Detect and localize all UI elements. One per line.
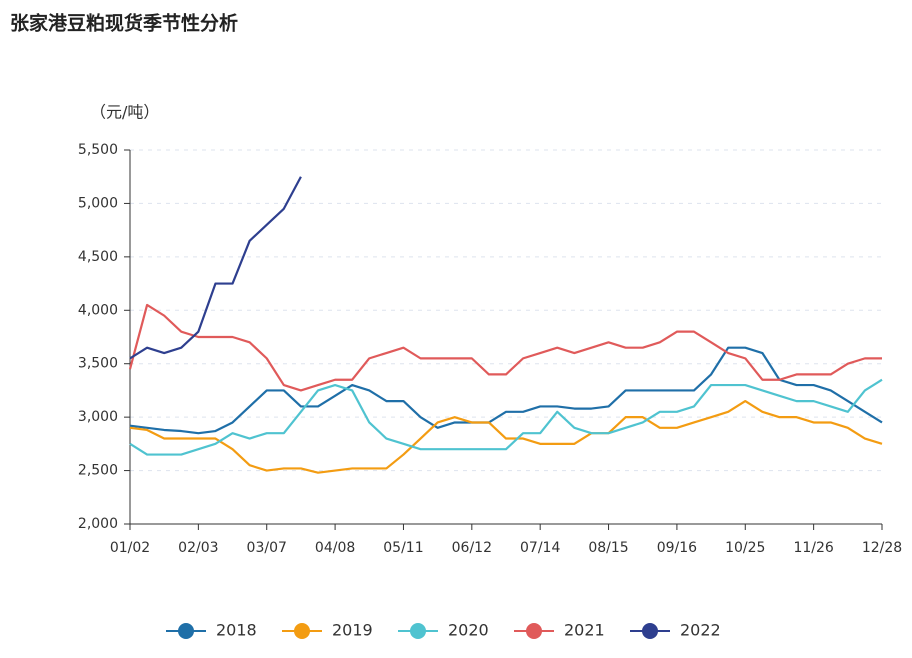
y-tick-label: 5,000 xyxy=(78,195,118,211)
x-tick-label: 02/03 xyxy=(178,540,218,556)
x-tick-label: 09/16 xyxy=(657,540,697,556)
legend-marker xyxy=(526,623,542,639)
y-tick-label: 4,500 xyxy=(78,249,118,265)
x-tick-label: 06/12 xyxy=(452,540,492,556)
y-tick-label: 4,000 xyxy=(78,302,118,318)
y-tick-label: 3,500 xyxy=(78,356,118,372)
y-tick-label: 3,000 xyxy=(78,409,118,425)
series-line xyxy=(129,346,883,435)
series-line xyxy=(129,176,302,360)
chart-title: 张家港豆粕现货季节性分析 xyxy=(10,12,238,35)
y-tick-label: 5,500 xyxy=(78,142,118,158)
x-tick-label: 12/28 xyxy=(862,540,902,556)
x-tick-label: 01/02 xyxy=(110,540,150,556)
y-tick-label: 2,000 xyxy=(78,516,118,532)
legend-label: 2022 xyxy=(680,621,721,640)
y-tick-label: 2,500 xyxy=(78,463,118,479)
x-tick-label: 07/14 xyxy=(520,540,560,556)
legend-label: 2020 xyxy=(448,621,489,640)
series-line xyxy=(129,400,883,474)
legend-label: 2019 xyxy=(332,621,373,640)
x-tick-label: 04/08 xyxy=(315,540,355,556)
legend-marker xyxy=(410,623,426,639)
legend-marker xyxy=(178,623,194,639)
x-tick-label: 08/15 xyxy=(588,540,628,556)
legend-label: 2018 xyxy=(216,621,257,640)
legend-marker xyxy=(642,623,658,639)
legend-marker xyxy=(294,623,310,639)
series-line xyxy=(129,378,883,456)
series-line xyxy=(128,303,882,392)
x-tick-label: 10/25 xyxy=(725,540,765,556)
x-tick-label: 03/07 xyxy=(247,540,287,556)
y-axis-label: （元/吨） xyxy=(90,103,159,122)
x-tick-label: 11/26 xyxy=(793,540,833,556)
x-tick-label: 05/11 xyxy=(383,540,423,556)
legend-label: 2021 xyxy=(564,621,605,640)
